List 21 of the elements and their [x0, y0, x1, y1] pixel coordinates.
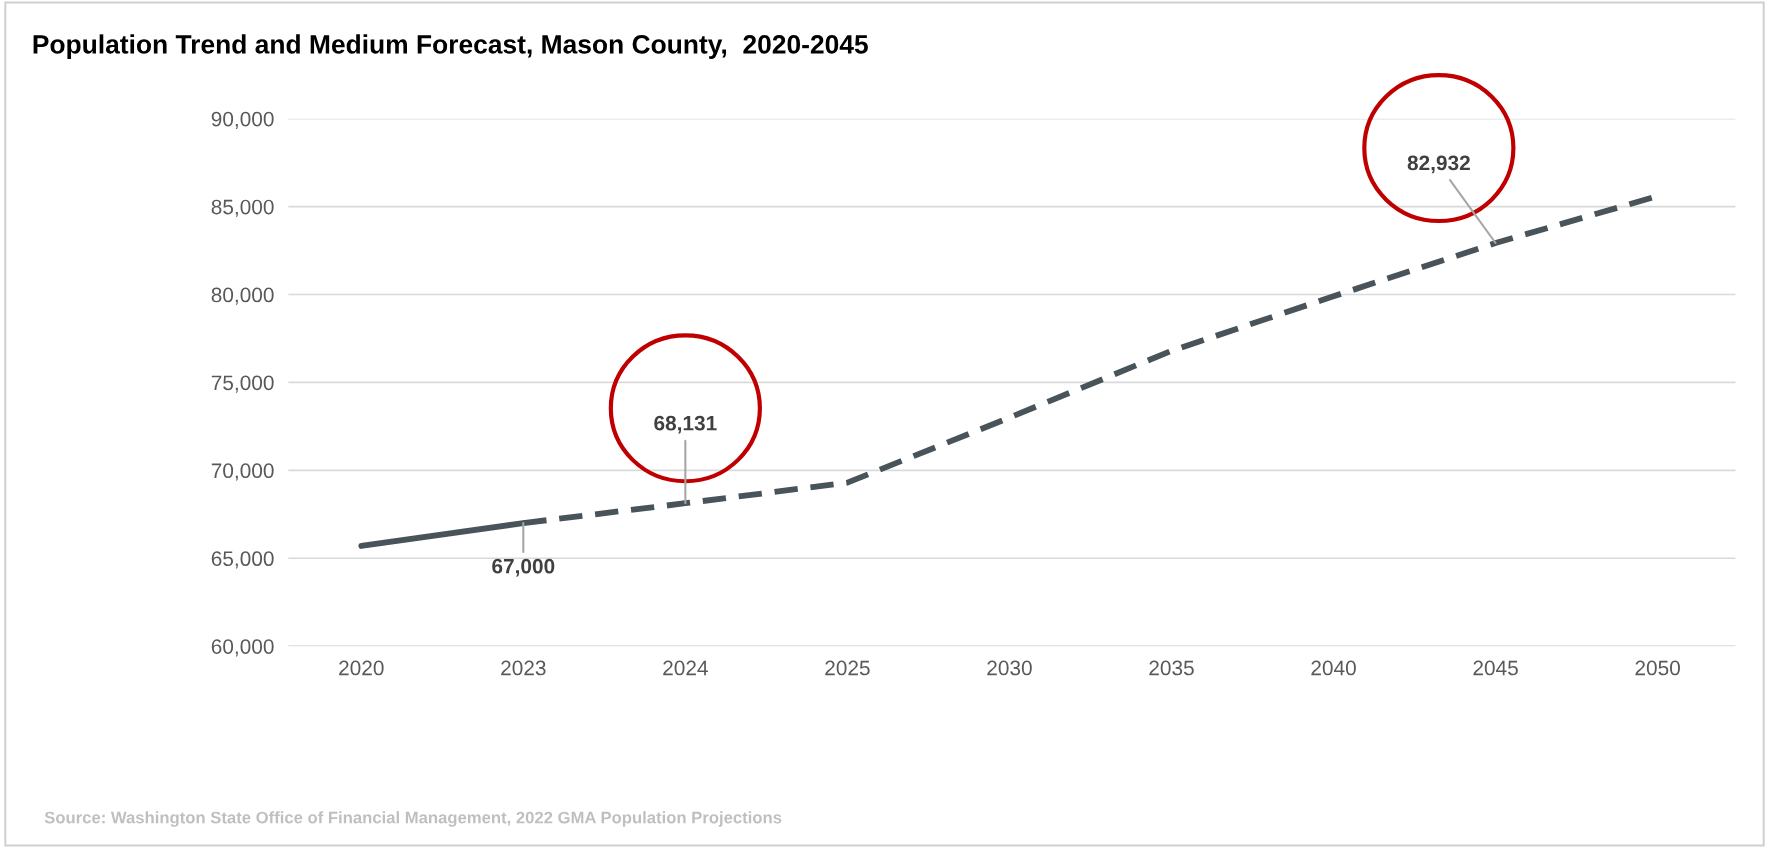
data-label: 67,000 — [492, 558, 555, 577]
x-tick-label: 2030 — [987, 660, 1032, 676]
x-tick-label: 2040 — [1311, 660, 1356, 676]
y-tick-label: 65,000 — [211, 551, 274, 569]
y-tick-label: 85,000 — [211, 199, 274, 217]
y-tick-label: 60,000 — [211, 639, 274, 657]
chart-title: Population Trend and Medium Forecast, Mason County, 2020-2045 — [33, 34, 868, 59]
x-tick-label: 2050 — [1635, 660, 1680, 676]
y-tick-label: 90,000 — [211, 111, 274, 129]
y-tick-label: 80,000 — [211, 287, 274, 305]
data-label: 82,932 — [1407, 155, 1470, 174]
y-tick-label: 75,000 — [211, 375, 274, 393]
data-label: 68,131 — [654, 415, 717, 434]
x-tick-label: 2035 — [1149, 660, 1194, 676]
x-tick-label: 2020 — [339, 660, 384, 676]
source-note: Source: Washington State Office of Financial Management, 2022 GMA Population Projections — [44, 811, 782, 827]
x-tick-label: 2023 — [501, 660, 546, 676]
x-tick-label: 2045 — [1473, 660, 1518, 676]
x-tick-label: 2024 — [663, 660, 708, 676]
x-tick-label: 2025 — [825, 660, 870, 676]
y-tick-label: 70,000 — [211, 463, 274, 481]
